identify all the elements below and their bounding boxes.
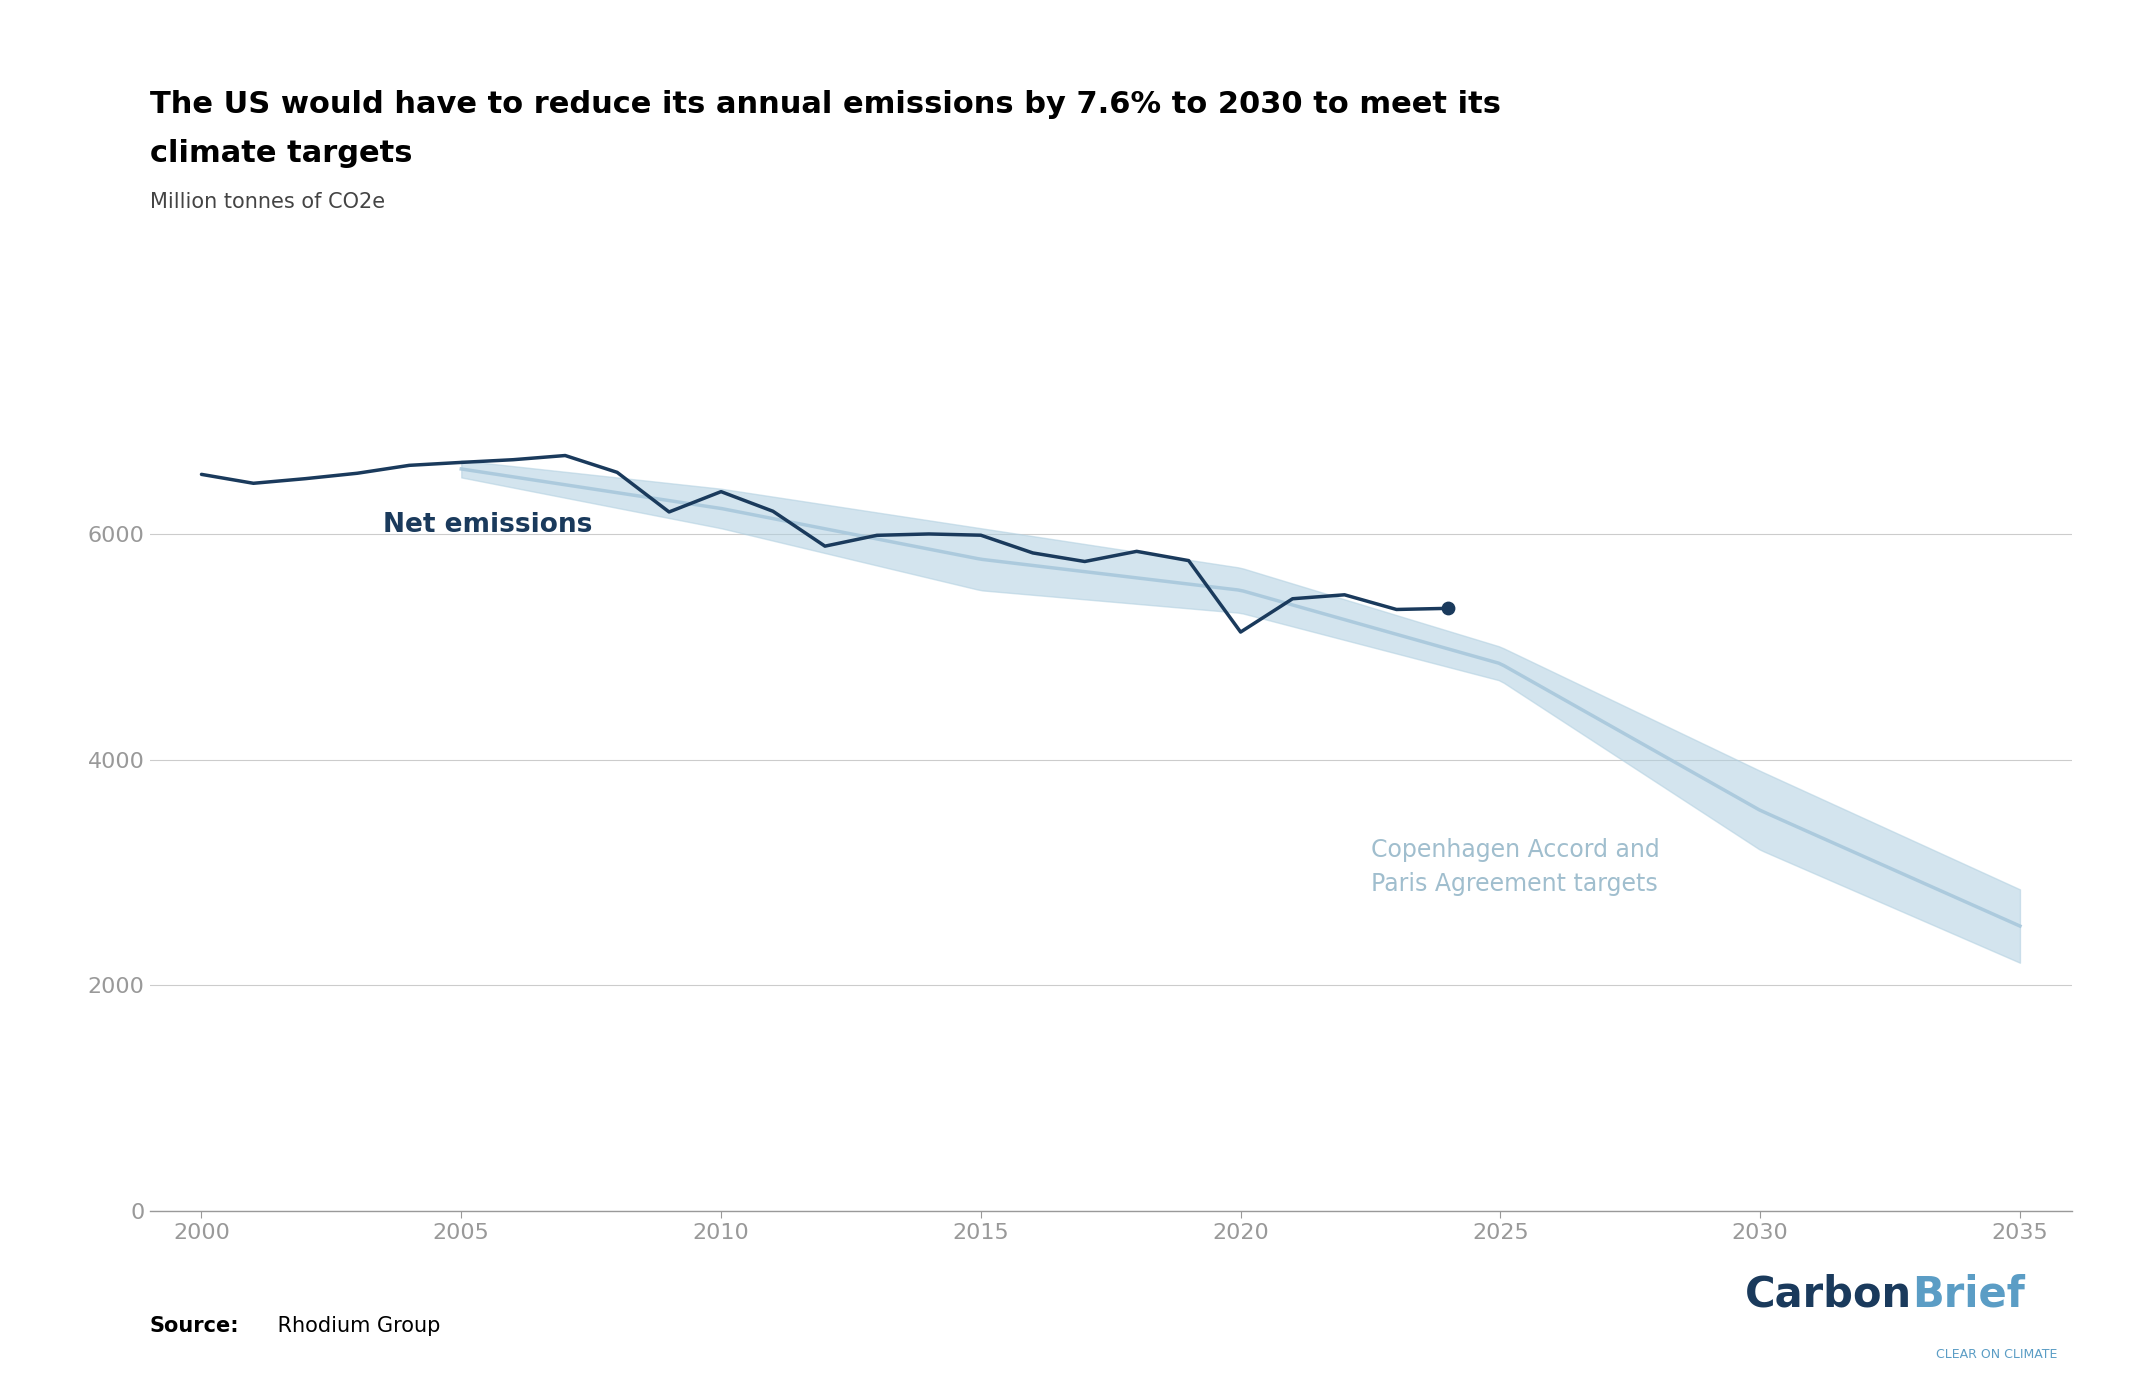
Text: Copenhagen Accord and
Paris Agreement targets: Copenhagen Accord and Paris Agreement ta…	[1371, 838, 1660, 895]
Text: Net emissions: Net emissions	[382, 512, 592, 537]
Point	[1431, 597, 1465, 619]
Text: Million tonnes of CO2e: Million tonnes of CO2e	[150, 192, 384, 212]
Text: Source:: Source:	[150, 1317, 239, 1336]
Text: Brief: Brief	[1912, 1274, 2025, 1315]
Text: CLEAR ON CLIMATE: CLEAR ON CLIMATE	[1937, 1349, 2057, 1361]
Text: climate targets: climate targets	[150, 139, 412, 168]
Text: The US would have to reduce its annual emissions by 7.6% to 2030 to meet its: The US would have to reduce its annual e…	[150, 90, 1499, 120]
Text: Carbon: Carbon	[1745, 1274, 1912, 1315]
Text: Rhodium Group: Rhodium Group	[271, 1317, 440, 1336]
